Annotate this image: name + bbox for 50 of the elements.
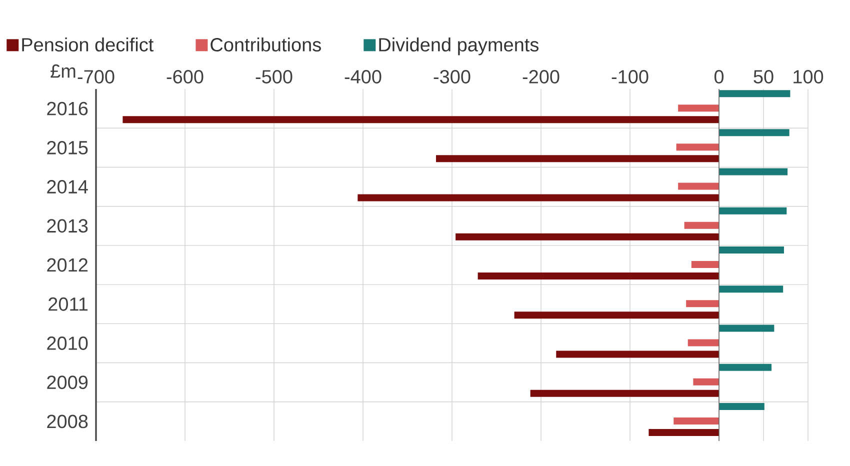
- x-tick-label: -700: [78, 70, 114, 84]
- bar: [556, 350, 720, 358]
- x-axis-title: £m: [50, 64, 76, 78]
- bar: [456, 233, 720, 240]
- bar: [719, 286, 784, 293]
- bar: [684, 222, 720, 229]
- bar: [676, 144, 720, 151]
- bar: [719, 168, 788, 176]
- bar: [719, 324, 774, 332]
- x-tick-label: -500: [256, 70, 292, 84]
- bar: [678, 182, 720, 190]
- bar: [719, 246, 784, 254]
- bar: [691, 261, 720, 268]
- x-tick-label: 100: [794, 70, 824, 84]
- y-tick-label: 2012: [47, 258, 88, 272]
- bar: [719, 364, 772, 371]
- x-tick-label: 0: [714, 70, 724, 84]
- y-tick-label: 2014: [47, 180, 88, 194]
- legend-label: Contributions: [210, 38, 321, 52]
- y-tick-label: 2008: [47, 414, 88, 428]
- bar: [514, 312, 720, 319]
- x-tick-label: -300: [434, 70, 470, 84]
- bar: [678, 104, 720, 112]
- x-tick-label: -600: [166, 70, 204, 84]
- y-tick-label: 2010: [47, 336, 88, 350]
- bar: [648, 428, 720, 436]
- legend-label: Pension decifict: [22, 38, 154, 52]
- x-tick-label: -100: [612, 70, 648, 84]
- bar: [122, 116, 720, 124]
- bar: [688, 339, 720, 346]
- bar: [358, 194, 720, 202]
- bar: [719, 90, 790, 98]
- x-tick-label: -200: [522, 70, 560, 84]
- bar: [436, 155, 720, 162]
- y-tick-label: 2015: [47, 140, 88, 154]
- x-tick-label: -400: [344, 70, 382, 84]
- y-tick-label: 2016: [47, 102, 88, 116]
- bar: [719, 207, 787, 214]
- y-tick-label: 2009: [47, 376, 88, 390]
- bar: [478, 272, 720, 280]
- y-tick-label: 2013: [47, 219, 88, 233]
- y-tick-label: 2011: [48, 297, 88, 311]
- bar: [674, 417, 720, 424]
- bar: [530, 390, 720, 397]
- x-tick-label: 50: [754, 70, 774, 84]
- bar: [686, 300, 720, 308]
- bar: [719, 129, 790, 136]
- bar: [719, 402, 764, 410]
- bar: [693, 378, 720, 386]
- legend-label: Dividend payments: [379, 38, 539, 56]
